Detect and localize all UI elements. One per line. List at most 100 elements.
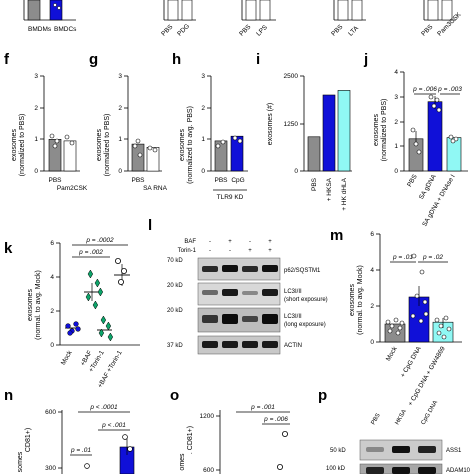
blot-band <box>222 314 238 324</box>
top-bar <box>427 0 439 21</box>
y-tick-label: 2 <box>118 105 122 112</box>
bar <box>322 94 336 172</box>
y-axis-label: . CD81+) <box>187 426 194 454</box>
p-value: p = .0002 <box>85 237 114 244</box>
x-category-label: PBS <box>406 173 419 188</box>
data-point <box>69 140 75 146</box>
treatment-sign: + <box>228 239 232 245</box>
blot-strip <box>197 282 281 306</box>
mw-label: 70 kD <box>167 258 183 264</box>
top-row-label: PBS <box>420 23 435 38</box>
treatment-sign: - <box>209 248 211 254</box>
y-tick-label: 0 <box>50 342 54 349</box>
data-point <box>387 328 393 334</box>
data-point <box>132 143 138 149</box>
y-axis-label: omes <box>179 453 186 471</box>
y-axis-label: (normalized to PBS) <box>19 114 26 177</box>
panel-l: l BAF Torin-1 - + - + - - + + 70 kD p62/… <box>148 217 328 355</box>
p-value: p < .001 <box>101 422 126 429</box>
y-axis-label: somes <box>17 451 24 472</box>
blot-band <box>392 446 410 453</box>
data-point <box>443 315 449 321</box>
panel-i: i exosomes (#) 2500 1250 0 PBS + HKSA + … <box>256 51 352 211</box>
blot-band <box>418 446 436 453</box>
blot-band <box>242 316 258 322</box>
data-point <box>232 135 238 141</box>
data-point <box>419 269 425 275</box>
data-point <box>67 330 73 336</box>
bar <box>48 139 62 172</box>
y-axis-label: exosomes <box>179 129 186 161</box>
data-point <box>220 139 226 145</box>
y-tick-label: 600 <box>203 467 214 474</box>
panel-letter: g <box>89 51 98 68</box>
panel-letter: f <box>4 51 10 68</box>
data-point <box>436 330 442 336</box>
x-category-label: PBS <box>48 177 62 184</box>
data-point <box>434 317 440 323</box>
y-tick-label: 2 <box>201 105 205 112</box>
mw-label: 37 kD <box>167 343 183 349</box>
treatment-sign: - <box>209 239 211 245</box>
data-point <box>135 138 141 144</box>
data-point <box>115 257 122 264</box>
data-point <box>87 269 94 279</box>
bar <box>131 143 145 172</box>
data-point <box>436 107 442 113</box>
band-label: ACTIN <box>284 343 302 349</box>
y-axis-label: (normal. to avg. Mock) <box>357 265 364 335</box>
p-value: p = .02 <box>422 254 443 261</box>
data-point <box>399 320 405 326</box>
p-value: p = .006 <box>412 86 437 93</box>
p-value: p = .003 <box>437 86 462 93</box>
y-axis-label: CD81+) <box>25 428 32 452</box>
data-point <box>434 97 440 103</box>
y-tick-label: 3 <box>201 73 205 80</box>
data-point <box>54 138 60 144</box>
panel-letter: m <box>330 227 343 244</box>
data-point <box>428 94 434 100</box>
mw-label: 20 kD <box>167 308 183 314</box>
p-value: p < .0001 <box>89 404 118 411</box>
blot-band <box>222 289 238 296</box>
top-row-label: PBS <box>238 23 253 38</box>
bar <box>307 136 321 172</box>
blot-band <box>202 315 218 323</box>
band-label: (long exposure) <box>284 322 326 328</box>
data-point <box>276 463 283 470</box>
y-tick-label: 1 <box>118 136 122 143</box>
band-label: ASS1 <box>446 448 462 454</box>
blot-band <box>242 341 258 348</box>
data-point <box>446 326 452 332</box>
y-tick-label: 1 <box>34 136 38 143</box>
panel-p: p PBS HKSA CpG DNA 50 kD ASS1 100 kD ADA… <box>318 387 471 474</box>
x-category-label: Pam2CSK <box>57 185 88 192</box>
mw-label: 50 kD <box>330 448 346 454</box>
panel-letter: n <box>4 387 13 404</box>
y-tick-label: 0 <box>394 168 398 175</box>
bar <box>446 137 462 172</box>
y-tick-label: 4 <box>370 267 374 274</box>
data-point <box>411 253 417 259</box>
y-tick-label: 2 <box>370 303 374 310</box>
data-point <box>215 143 221 149</box>
y-tick-label: 0 <box>118 168 122 175</box>
treatment-sign: + <box>268 248 272 254</box>
y-tick-label: 300 <box>45 465 56 472</box>
lane-label: CpG DNA <box>421 400 440 426</box>
blot-band <box>222 265 238 272</box>
x-category-label: Mock <box>385 345 399 363</box>
data-point <box>97 287 104 297</box>
data-point <box>448 134 454 140</box>
data-point <box>127 446 133 452</box>
blot-band <box>262 289 278 296</box>
panel-h: h exosomes (normalized to avg. PBS) 3 2 … <box>172 51 248 201</box>
blot-band <box>418 467 436 474</box>
x-category-label: PBS <box>214 177 228 184</box>
data-point <box>75 326 81 332</box>
panel-f: f exosomes (normalized to PBS) 3 2 1 0 P… <box>4 51 88 192</box>
p-value: p = .01 <box>70 447 91 454</box>
panel-n: n somes CD81+) 600 300 p < .0001 p = .01… <box>4 387 135 474</box>
blot-strip <box>197 257 281 281</box>
p-value: p = .002 <box>78 249 103 256</box>
